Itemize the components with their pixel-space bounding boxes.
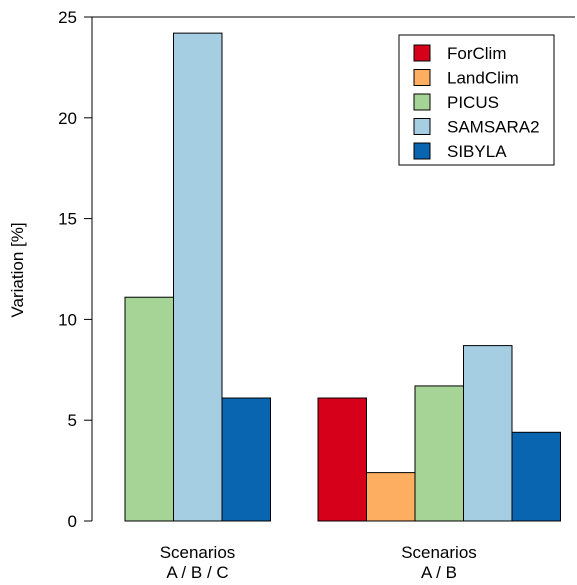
legend-swatch-samsara2 <box>413 118 431 135</box>
bar-samsara2 <box>463 345 513 522</box>
y-axis-label: Variation [%] <box>8 222 27 317</box>
x-tick-label-line1: Scenarios <box>160 543 236 562</box>
bar-sibyla <box>511 431 561 522</box>
x-tick-label-line1: Scenarios <box>401 543 477 562</box>
bar-picus <box>414 385 464 522</box>
y-tick-label: 5 <box>68 411 77 430</box>
bar-picus <box>124 296 174 522</box>
bars <box>124 32 561 522</box>
y-tick-label: 25 <box>58 8 77 27</box>
legend-swatch-forclim <box>413 44 431 62</box>
y-axis: 0 5 10 15 20 25 <box>58 8 575 531</box>
bar-sibyla <box>221 397 271 522</box>
legend-swatch-sibyla <box>413 142 431 160</box>
x-tick-label-line2: A / B / C <box>166 563 228 582</box>
bar-forclim <box>317 397 367 522</box>
bar-landclim <box>366 472 416 522</box>
legend-label-samsara2: SAMSARA2 <box>447 118 540 137</box>
legend-label-landclim: LandClim <box>447 69 519 88</box>
legend-swatch-picus <box>413 93 431 111</box>
legend-swatch-landclim <box>413 69 431 86</box>
y-tick-label: 20 <box>58 109 77 128</box>
bar-samsara2 <box>173 32 223 522</box>
y-tick-label: 15 <box>58 210 77 229</box>
legend: ForClim LandClim PICUS SAMSARA2 SIBYLA <box>398 34 555 166</box>
y-tick-label: 0 <box>68 512 77 531</box>
x-tick-label-line2: A / B <box>421 563 457 582</box>
legend-label-sibyla: SIBYLA <box>447 142 507 161</box>
legend-label-forclim: ForClim <box>447 44 507 63</box>
legend-label-picus: PICUS <box>447 93 499 112</box>
y-tick-label: 10 <box>58 310 77 329</box>
